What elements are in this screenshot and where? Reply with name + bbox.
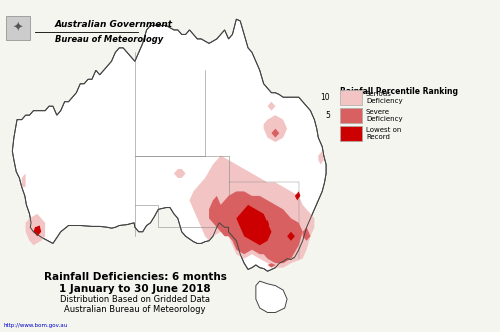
Text: 5: 5 bbox=[325, 111, 330, 120]
Text: ✦: ✦ bbox=[13, 22, 23, 35]
Text: Bureau of Meteorology: Bureau of Meteorology bbox=[55, 35, 163, 43]
Polygon shape bbox=[34, 225, 41, 236]
Text: Australian Bureau of Meteorology: Australian Bureau of Meteorology bbox=[64, 305, 206, 314]
Polygon shape bbox=[22, 174, 26, 187]
Polygon shape bbox=[248, 216, 254, 223]
Polygon shape bbox=[268, 102, 276, 111]
Polygon shape bbox=[174, 169, 186, 178]
Bar bbox=[340, 90, 362, 105]
Polygon shape bbox=[272, 128, 280, 137]
Polygon shape bbox=[295, 192, 300, 201]
Text: Rainfall Deficiencies: 6 months: Rainfall Deficiencies: 6 months bbox=[44, 272, 226, 282]
Polygon shape bbox=[256, 281, 287, 312]
Text: Rainfall Percentile Ranking: Rainfall Percentile Ranking bbox=[340, 87, 458, 96]
Text: 1 January to 30 June 2018: 1 January to 30 June 2018 bbox=[59, 284, 211, 294]
Text: Severe
Deficiency: Severe Deficiency bbox=[366, 109, 403, 122]
Polygon shape bbox=[12, 19, 326, 271]
Polygon shape bbox=[280, 254, 287, 263]
Text: Distribution Based on Gridded Data: Distribution Based on Gridded Data bbox=[60, 295, 210, 304]
Polygon shape bbox=[302, 227, 310, 241]
Bar bbox=[6, 16, 30, 40]
Polygon shape bbox=[318, 151, 324, 164]
Bar bbox=[340, 126, 362, 141]
Polygon shape bbox=[287, 232, 295, 241]
Text: 10: 10 bbox=[320, 93, 330, 102]
Text: Lowest on
Record: Lowest on Record bbox=[366, 127, 402, 140]
Bar bbox=[340, 108, 362, 123]
Polygon shape bbox=[190, 155, 314, 268]
Text: http://www.bom.gov.au: http://www.bom.gov.au bbox=[4, 323, 68, 328]
Polygon shape bbox=[217, 218, 224, 227]
Polygon shape bbox=[264, 115, 287, 142]
Polygon shape bbox=[26, 214, 45, 245]
Text: Serious
Deficiency: Serious Deficiency bbox=[366, 91, 403, 104]
Text: Australian Government: Australian Government bbox=[55, 20, 173, 29]
Polygon shape bbox=[209, 192, 302, 263]
Polygon shape bbox=[236, 205, 272, 245]
Polygon shape bbox=[268, 263, 276, 268]
Polygon shape bbox=[264, 220, 269, 227]
